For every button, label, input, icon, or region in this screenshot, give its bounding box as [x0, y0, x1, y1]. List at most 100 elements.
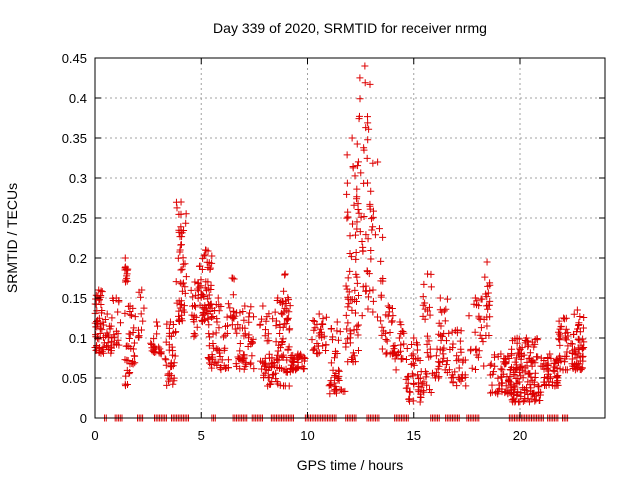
data-point: [279, 323, 287, 331]
data-point: [138, 286, 146, 294]
data-point: [178, 280, 186, 288]
data-point: [564, 329, 572, 337]
data-point: [549, 366, 557, 374]
data-point: [335, 366, 343, 374]
data-point: [353, 279, 361, 287]
data-point: [527, 373, 535, 381]
data-point: [546, 350, 554, 358]
data-point: [334, 336, 342, 344]
data-point: [428, 369, 436, 377]
data-point: [355, 112, 363, 120]
data-point: [188, 302, 196, 310]
data-point: [224, 356, 232, 364]
data-point: [506, 373, 514, 381]
data-point: [413, 346, 421, 354]
data-point: [427, 388, 435, 396]
axes: 0 0.05 0.1 0.15 0.2 0.25 0.3 0.35 0.4 0.45 0 5 10 15 2…: [62, 51, 605, 443]
data-point: [363, 113, 371, 121]
y-tick-label: 0.45: [62, 51, 87, 66]
data-point: [415, 375, 423, 383]
data-point: [343, 179, 351, 187]
data-point: [364, 305, 372, 313]
data-point: [493, 388, 501, 396]
data-point: [368, 226, 376, 234]
data-point: [351, 358, 359, 366]
data-point: [361, 79, 369, 87]
data-point: [471, 328, 479, 336]
data-point: [208, 313, 216, 321]
data-point: [175, 316, 183, 324]
data-point: [501, 360, 509, 368]
data-point: [322, 313, 330, 321]
data-point: [319, 320, 327, 328]
data-point: [344, 335, 352, 343]
data-point: [257, 357, 265, 365]
data-point: [495, 381, 503, 389]
data-point: [391, 355, 399, 363]
data-point: [200, 311, 208, 319]
data-point: [92, 323, 100, 331]
data-point: [440, 354, 448, 362]
data-point: [322, 346, 330, 354]
data-point: [179, 260, 187, 268]
data-point: [286, 325, 294, 333]
data-point: [214, 345, 222, 353]
data-point: [361, 62, 369, 70]
data-point: [365, 125, 373, 133]
data-point: [354, 200, 362, 208]
data-point: [195, 283, 203, 291]
data-point: [407, 360, 415, 368]
data-point: [369, 207, 377, 215]
data-point: [371, 231, 379, 239]
data-point: [436, 346, 444, 354]
data-point: [388, 318, 396, 326]
data-point: [209, 339, 217, 347]
data-point: [548, 378, 556, 386]
data-point: [172, 328, 180, 336]
data-point: [421, 299, 429, 307]
data-point: [310, 346, 318, 354]
data-point: [449, 379, 457, 387]
data-point: [382, 311, 390, 319]
data-point: [354, 331, 362, 339]
data-point: [287, 361, 295, 369]
data-point: [443, 357, 451, 365]
data-point: [353, 140, 361, 148]
data-point: [342, 311, 350, 319]
data-point: [274, 294, 282, 302]
data-point: [453, 382, 461, 390]
data-point: [177, 241, 185, 249]
data-point: [191, 331, 199, 339]
data-point: [139, 317, 147, 325]
data-point: [442, 337, 450, 345]
data-point: [194, 279, 202, 287]
data-point: [400, 329, 408, 337]
data-point: [315, 329, 323, 337]
data-point: [344, 213, 352, 221]
data-point: [283, 356, 291, 364]
data-point: [360, 144, 368, 152]
data-point: [182, 273, 190, 281]
data-point: [177, 266, 185, 274]
data-point: [206, 307, 214, 315]
data-point: [426, 311, 434, 319]
data-point: [272, 317, 280, 325]
data-point: [536, 396, 544, 404]
data-point: [313, 320, 321, 328]
x-axis-label: GPS time / hours: [297, 457, 404, 473]
data-point: [247, 359, 255, 367]
data-point: [121, 309, 129, 317]
data-point: [204, 263, 212, 271]
data-point: [563, 348, 571, 356]
data-point: [555, 330, 563, 338]
data-point: [410, 334, 418, 342]
data-point: [435, 373, 443, 381]
data-point: [314, 350, 322, 358]
x-tick-label: 10: [300, 428, 314, 443]
data-point: [486, 281, 494, 289]
data-point: [121, 254, 129, 262]
data-point: [284, 294, 292, 302]
data-point: [367, 255, 375, 263]
y-tick-label: 0.1: [69, 331, 87, 346]
data-point: [527, 358, 535, 366]
